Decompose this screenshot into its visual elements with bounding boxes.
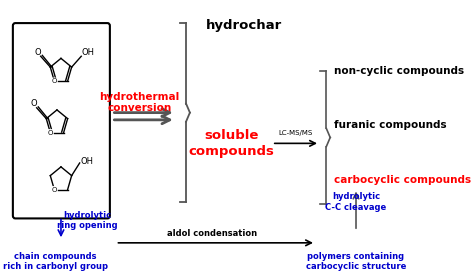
Text: hydrolytic
ring opening: hydrolytic ring opening bbox=[57, 211, 118, 230]
Text: O: O bbox=[48, 130, 53, 136]
Text: OH: OH bbox=[81, 157, 93, 166]
FancyBboxPatch shape bbox=[13, 23, 110, 218]
Text: carbocyclic compounds: carbocyclic compounds bbox=[334, 175, 471, 184]
Text: OH: OH bbox=[81, 48, 94, 57]
Text: furanic compounds: furanic compounds bbox=[334, 120, 446, 130]
Text: polymers containing
carbocyclic structure: polymers containing carbocyclic structur… bbox=[306, 252, 406, 271]
Text: hydrolytic
C-C cleavage: hydrolytic C-C cleavage bbox=[325, 193, 387, 212]
Text: O: O bbox=[52, 187, 57, 193]
Text: O: O bbox=[35, 48, 42, 57]
Text: O: O bbox=[52, 78, 57, 84]
Text: O: O bbox=[30, 99, 37, 108]
Text: hydrochar: hydrochar bbox=[206, 19, 282, 32]
Text: LC-MS/MS: LC-MS/MS bbox=[279, 130, 313, 136]
Text: hydrothermal
conversion: hydrothermal conversion bbox=[100, 92, 180, 113]
Text: soluble
compounds: soluble compounds bbox=[189, 129, 274, 158]
Text: aldol condensation: aldol condensation bbox=[167, 229, 257, 238]
Text: chain compounds
rich in carbonyl group: chain compounds rich in carbonyl group bbox=[3, 252, 108, 271]
Text: non-cyclic compounds: non-cyclic compounds bbox=[334, 66, 464, 76]
